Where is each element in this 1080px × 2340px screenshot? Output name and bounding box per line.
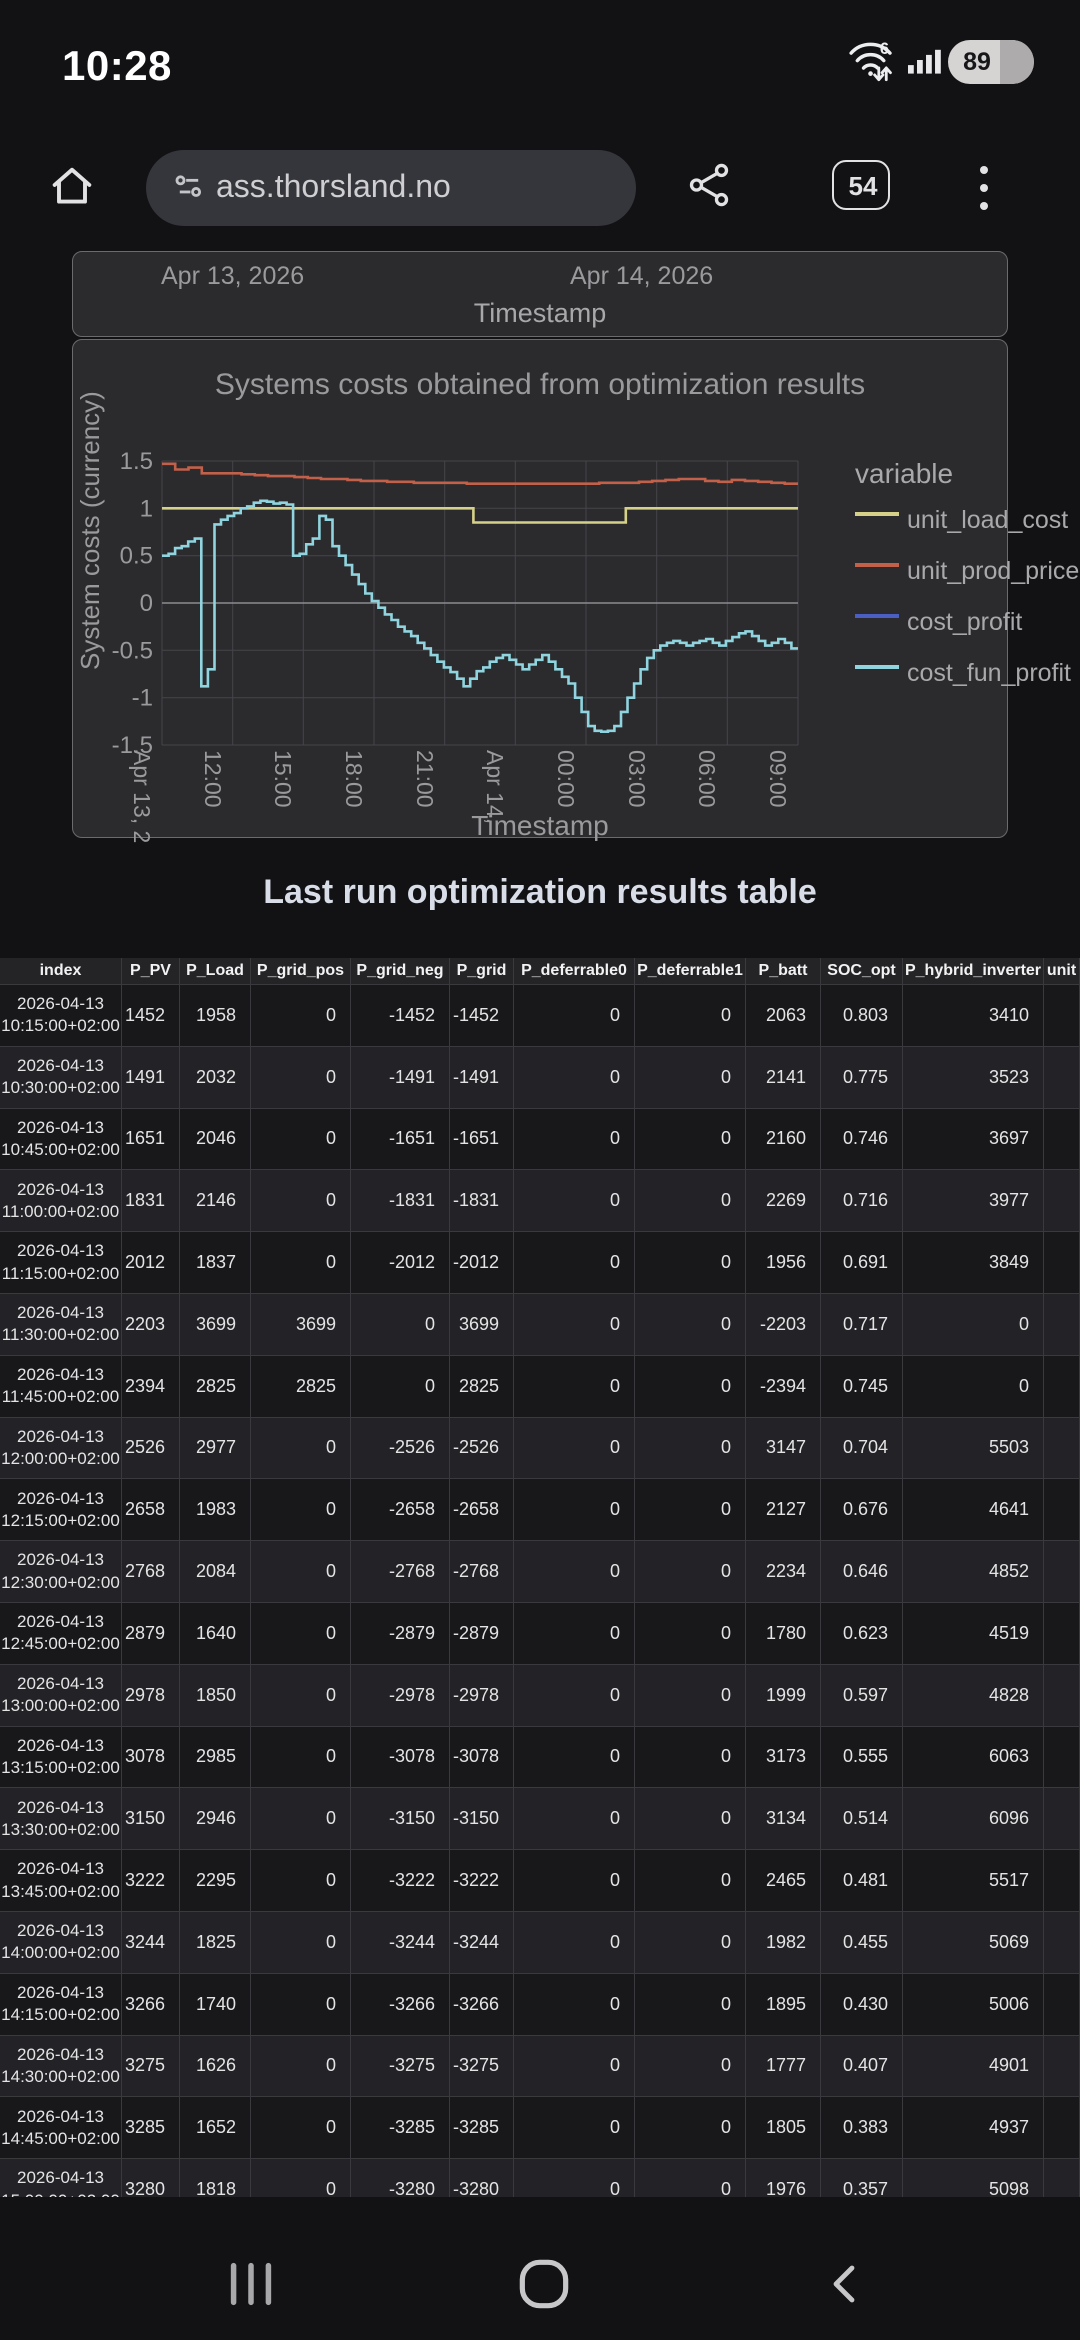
- svg-text:0: 0: [140, 590, 153, 617]
- svg-text:-1: -1: [132, 685, 153, 712]
- svg-text:0.5: 0.5: [120, 543, 153, 570]
- svg-text:1.5: 1.5: [120, 448, 153, 475]
- svg-text:1: 1: [140, 495, 153, 522]
- svg-text:-0.5: -0.5: [112, 637, 153, 664]
